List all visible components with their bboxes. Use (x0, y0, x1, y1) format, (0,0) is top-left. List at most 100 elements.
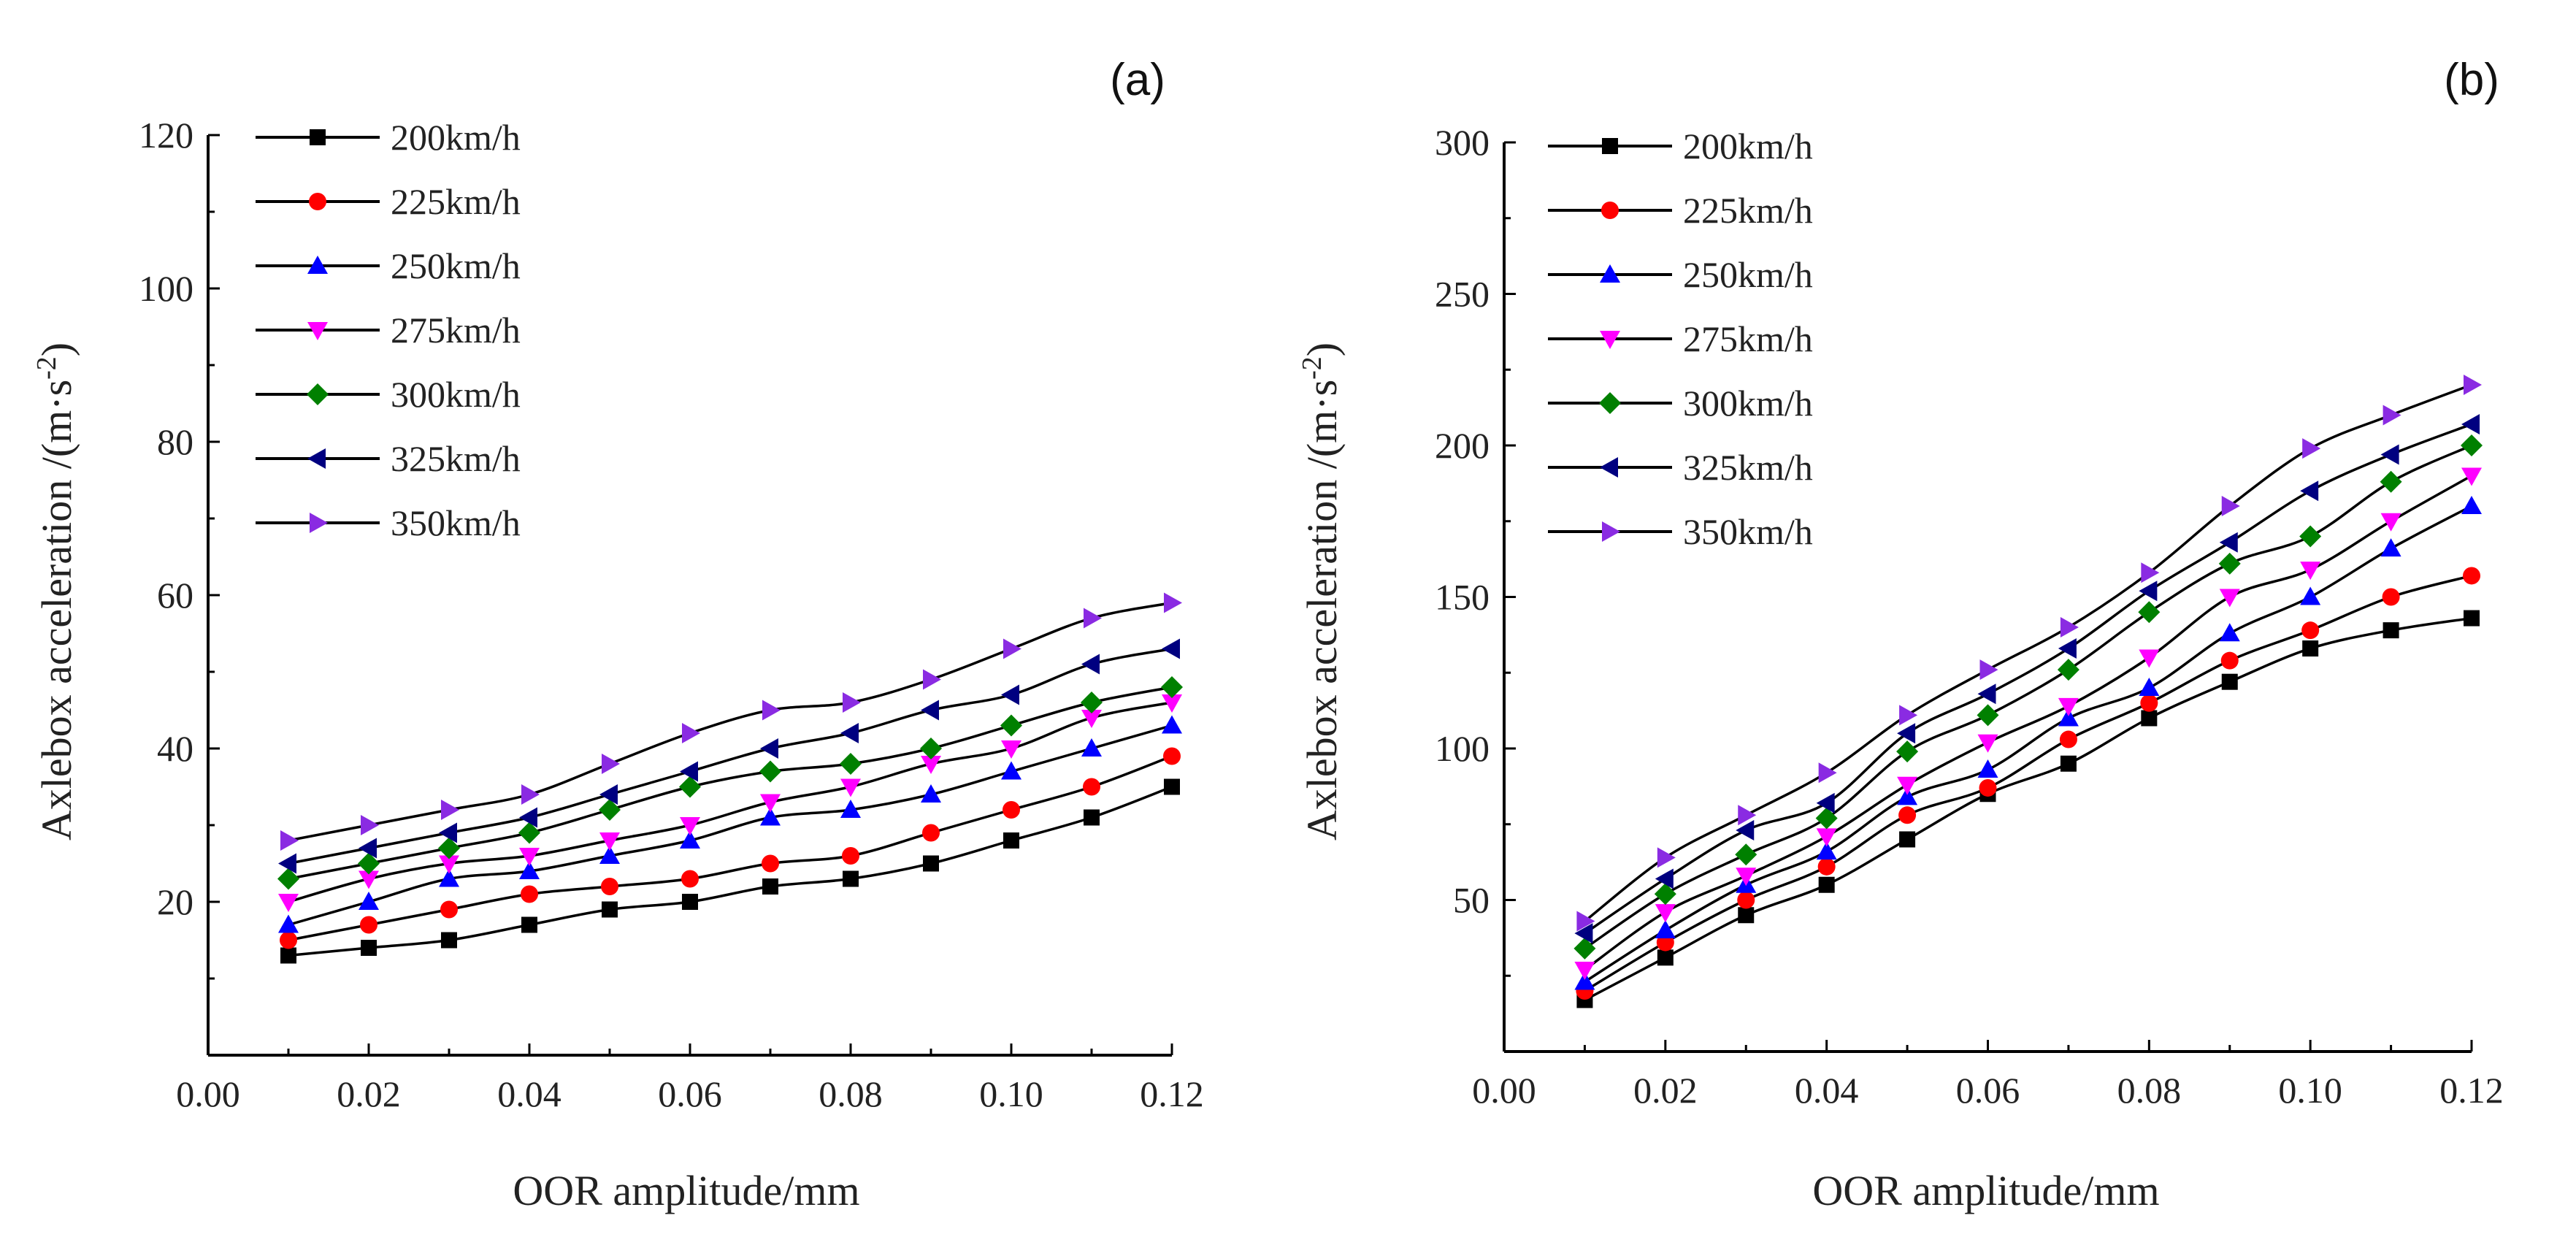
data-point-350km/h (1979, 659, 1998, 681)
data-point-275km/h (2139, 649, 2160, 668)
legend-label: 225km/h (391, 181, 521, 222)
x-tick-label: 0.04 (497, 1073, 561, 1114)
data-point-250km/h (921, 784, 941, 803)
x-tick-label: 0.02 (337, 1073, 401, 1114)
x-axis-title: OOR amplitude/mm (1812, 1167, 2159, 1214)
data-point-300km/h (1977, 704, 1999, 727)
data-point-325km/h (519, 807, 537, 828)
data-point-350km/h (682, 723, 700, 743)
data-point-350km/h (1899, 705, 1918, 726)
data-point-275km/h (2380, 513, 2401, 532)
data-point-325km/h (921, 700, 939, 721)
data-point-225km/h (601, 878, 618, 895)
data-point-350km/h (1657, 847, 1676, 868)
data-point-200km/h (2060, 755, 2077, 772)
x-tick-label: 0.06 (1956, 1070, 2020, 1111)
legend-label: 200km/h (1683, 126, 1813, 166)
series-line-200km/h (1584, 616, 2472, 1001)
x-tick-label: 0.12 (2439, 1070, 2504, 1111)
data-point-350km/h (280, 830, 299, 851)
data-point-325km/h (1162, 638, 1180, 659)
data-point-250km/h (2461, 496, 2482, 514)
data-point-300km/h (920, 738, 942, 759)
data-point-200km/h (843, 870, 859, 887)
y-tick-label: 20 (157, 881, 193, 922)
data-point-350km/h (2383, 405, 2401, 426)
data-point-325km/h (760, 738, 778, 759)
data-point-300km/h (1081, 692, 1103, 713)
y-axis-title: Axlebox acceleration /(m·s-2) (1297, 342, 1346, 840)
x-tick-label: 0.04 (1795, 1070, 1859, 1111)
data-point-300km/h (2461, 434, 2483, 456)
legend-label: 300km/h (1683, 383, 1813, 424)
data-point-200km/h (1003, 832, 1019, 849)
y-tick-label: 100 (1435, 728, 1490, 769)
data-point-325km/h (599, 784, 618, 805)
data-point-275km/h (599, 832, 620, 851)
data-point-350km/h (2221, 496, 2240, 516)
legend-label: 300km/h (391, 374, 521, 415)
x-tick-label: 0.02 (1633, 1070, 1698, 1111)
data-point-325km/h (2058, 638, 2077, 659)
data-point-325km/h (1574, 923, 1593, 944)
y-axis-title-close: ) (33, 342, 80, 356)
data-point-275km/h (1655, 904, 1676, 923)
data-point-325km/h (278, 853, 296, 874)
y-tick-label: 150 (1435, 577, 1490, 618)
data-point-275km/h (359, 870, 379, 889)
data-point-225km/h (2382, 588, 2400, 606)
data-point-350km/h (2302, 438, 2321, 459)
data-point-225km/h (360, 916, 377, 934)
data-point-350km/h (762, 700, 781, 721)
data-point-350km/h (843, 692, 861, 713)
data-point-250km/h (519, 861, 540, 879)
data-point-325km/h (1736, 820, 1755, 841)
data-point-225km/h (681, 870, 699, 888)
data-point-200km/h (1657, 949, 1674, 966)
data-point-200km/h (441, 932, 457, 949)
data-point-200km/h (2383, 622, 2399, 639)
data-point-325km/h (2380, 444, 2399, 465)
legend-label: 325km/h (1683, 447, 1813, 488)
legend-label: 250km/h (1683, 254, 1813, 295)
legend-marker (307, 448, 326, 469)
data-point-250km/h (2058, 708, 2079, 727)
series-line-250km/h (1584, 505, 2472, 984)
data-point-300km/h (1161, 676, 1183, 698)
data-point-300km/h (1573, 937, 1596, 960)
data-point-350km/h (521, 784, 540, 805)
legend-marker (310, 513, 328, 533)
data-point-225km/h (1979, 778, 1997, 797)
legend-marker (1600, 457, 1618, 478)
data-point-225km/h (1163, 747, 1181, 765)
legend-label: 350km/h (391, 502, 521, 543)
data-point-250km/h (359, 892, 379, 910)
data-point-225km/h (1898, 806, 1917, 824)
y-tick-label: 50 (1453, 880, 1490, 921)
legend-marker (1602, 138, 1618, 154)
data-point-225km/h (762, 854, 779, 873)
data-point-350km/h (923, 669, 941, 690)
data-point-350km/h (602, 754, 620, 774)
data-point-275km/h (1897, 776, 1918, 795)
data-point-200km/h (521, 916, 537, 933)
data-point-300km/h (679, 775, 701, 798)
data-point-325km/h (2461, 413, 2480, 434)
data-point-275km/h (1816, 828, 1837, 847)
data-point-275km/h (760, 794, 781, 813)
data-point-200km/h (2221, 673, 2238, 690)
data-point-225km/h (2463, 567, 2480, 585)
series-line-325km/h (288, 647, 1173, 865)
y-tick-label: 300 (1435, 122, 1490, 163)
legend-marker (309, 193, 326, 210)
data-point-350km/h (2464, 375, 2482, 395)
series-line-275km/h (288, 701, 1173, 903)
data-point-325km/h (1897, 723, 1916, 744)
data-point-300km/h (1735, 843, 1757, 866)
data-point-275km/h (680, 817, 700, 835)
x-tick-label: 0.12 (1140, 1073, 1204, 1114)
data-point-300km/h (599, 799, 621, 821)
data-point-250km/h (840, 800, 861, 818)
data-point-225km/h (1817, 857, 1836, 876)
